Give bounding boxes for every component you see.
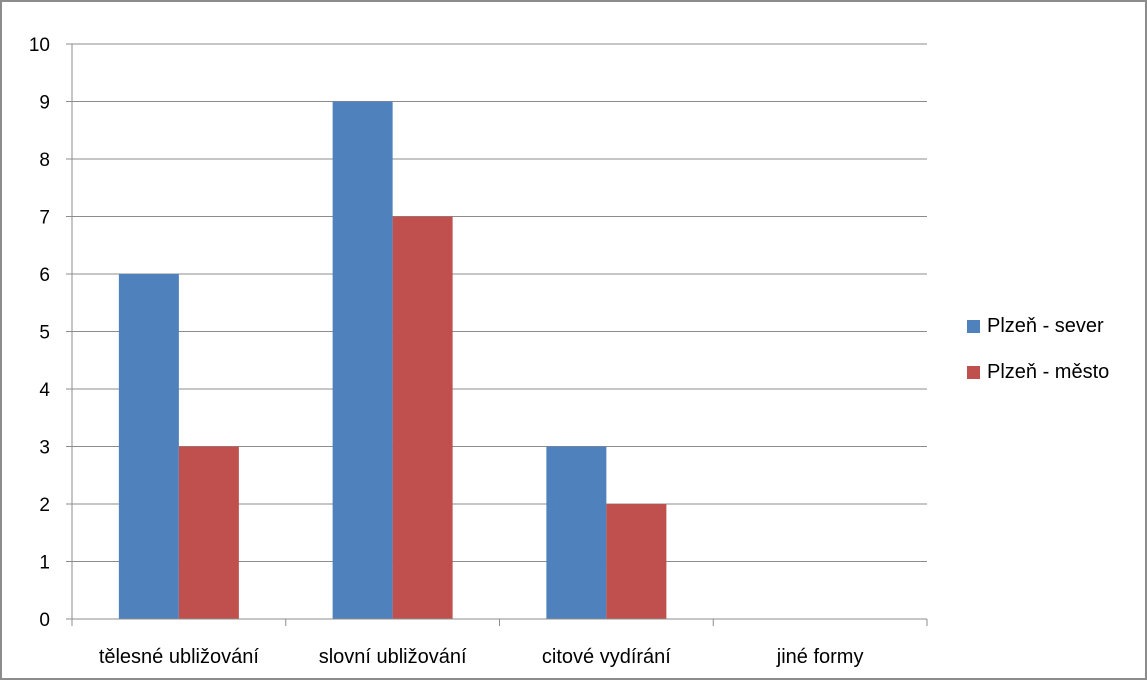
legend-item-series-1: Plzeň - město: [967, 359, 1109, 385]
bar-series-0-cat-1: [332, 101, 393, 619]
y-tick-label-2: 2: [39, 495, 50, 516]
legend-item-series-0: Plzeň - sever: [967, 313, 1109, 339]
x-category-label-3: jiné formy: [776, 646, 864, 668]
y-tick-label-4: 4: [39, 380, 50, 401]
y-tick-label-5: 5: [39, 323, 50, 344]
x-category-label-0: tělesné ubližování: [99, 646, 260, 668]
y-tick-label-8: 8: [39, 150, 50, 171]
bar-series-1-cat-0: [178, 446, 239, 619]
bars: [118, 101, 667, 619]
y-tick-label-3: 3: [39, 438, 50, 459]
legend-swatch-series-1: [967, 365, 980, 379]
legend-swatch-series-0: [967, 319, 980, 333]
y-tick-label-0: 0: [39, 610, 50, 631]
y-tick-label-6: 6: [39, 265, 50, 286]
legend-label-series-1: Plzeň - město: [987, 360, 1110, 383]
bar-series-0-cat-2: [546, 446, 607, 619]
x-category-label-2: citové vydírání: [542, 646, 671, 668]
y-tick-label-7: 7: [39, 208, 50, 229]
x-category-label-1: slovní ubližování: [319, 646, 467, 668]
y-tick-label-9: 9: [39, 93, 50, 114]
x-category-labels: tělesné ubližování slovní ubližování citov…: [99, 646, 864, 668]
y-tick-label-10: 10: [29, 35, 50, 56]
bar-series-0-cat-0: [118, 274, 179, 619]
y-tick-label-1: 1: [39, 553, 50, 574]
bar-series-1-cat-2: [606, 504, 667, 619]
axes: [71, 44, 928, 626]
y-tick-labels: 0 1 2 3 4 5 6 7 8 9 10: [29, 35, 51, 631]
legend: Plzeň - sever Plzeň - město: [967, 313, 1109, 405]
bar-series-1-cat-1: [392, 216, 453, 619]
legend-label-series-0: Plzeň - sever: [987, 314, 1104, 337]
